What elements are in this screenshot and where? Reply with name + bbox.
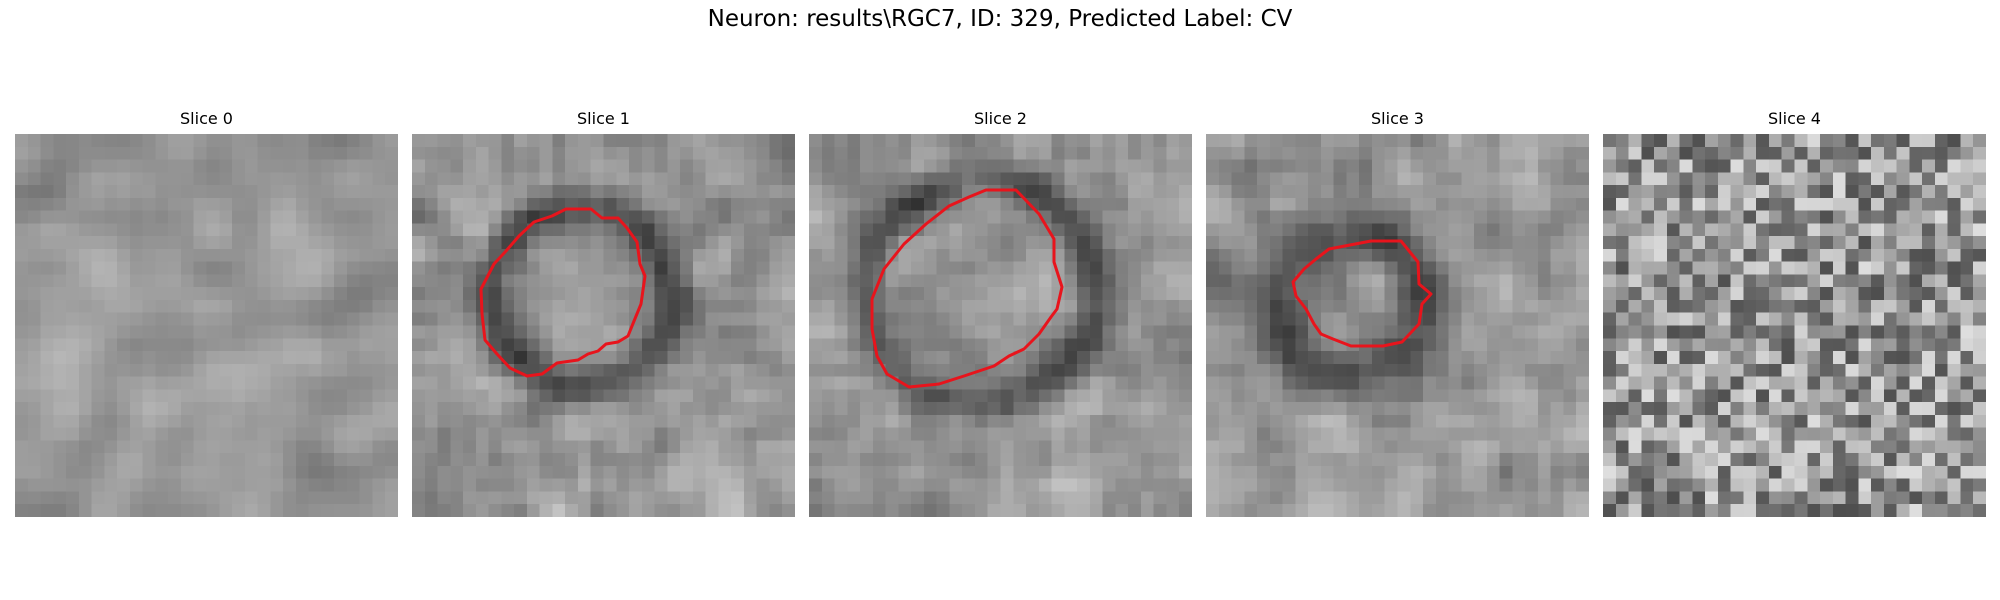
slice-panel-3: Slice 3 [1206, 108, 1589, 517]
slice-image [15, 134, 398, 517]
slice-panel-2: Slice 2 [809, 108, 1192, 517]
segmentation-contour [479, 207, 647, 378]
slice-image [1206, 134, 1589, 517]
slice-panel-1: Slice 1 [412, 108, 795, 517]
figure-title: Neuron: results\RGC7, ID: 329, Predicted… [707, 6, 1293, 32]
slice-title: Slice 0 [180, 109, 233, 128]
segmentation-contour [870, 188, 1064, 389]
slice-title: Slice 4 [1768, 109, 1821, 128]
slice-image [1603, 134, 1986, 517]
slice-title: Slice 2 [974, 109, 1027, 128]
slice-panel-4: Slice 4 [1603, 108, 1986, 517]
slice-image [412, 134, 795, 517]
slice-panel-0: Slice 0 [15, 108, 398, 517]
contour-overlay [1291, 239, 1433, 348]
segmentation-contour [1291, 239, 1433, 348]
slice-title: Slice 3 [1371, 109, 1424, 128]
slice-title: Slice 1 [577, 109, 630, 128]
contour-overlay [479, 207, 647, 378]
contour-overlay [870, 188, 1064, 389]
